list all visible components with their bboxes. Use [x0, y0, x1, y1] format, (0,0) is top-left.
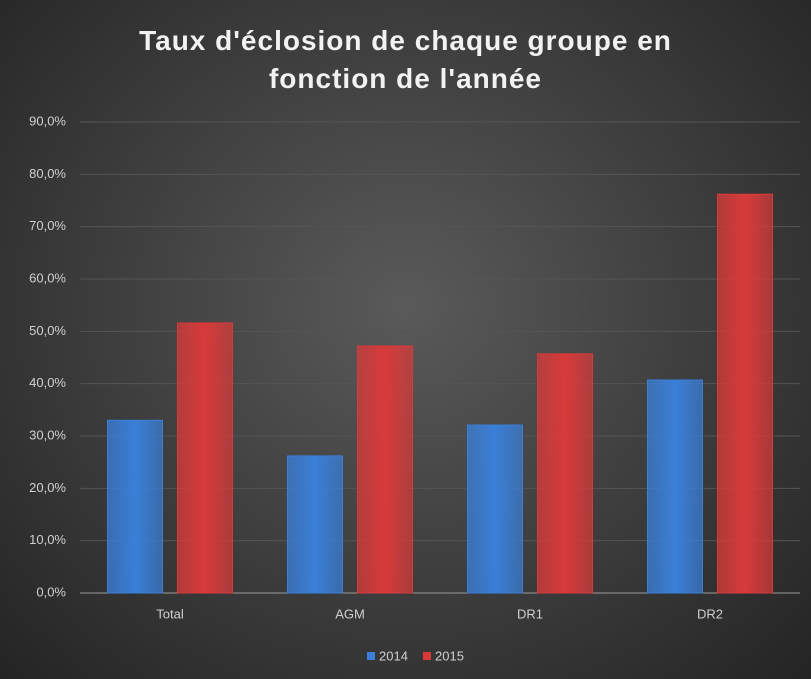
bar — [357, 345, 413, 594]
legend-swatch — [367, 652, 375, 660]
y-tick-label: 90,0% — [29, 113, 66, 128]
bar — [537, 353, 593, 594]
y-tick-label: 20,0% — [29, 480, 66, 495]
bar — [107, 419, 163, 594]
y-tick-label: 0,0% — [36, 584, 66, 599]
x-tick-label: DR1 — [517, 606, 543, 621]
y-tick-label: 70,0% — [29, 218, 66, 233]
legend-label: 2014 — [379, 648, 408, 663]
y-tick-label: 60,0% — [29, 270, 66, 285]
x-tick-label: Total — [156, 606, 184, 621]
bar — [177, 322, 233, 594]
y-tick-label: 50,0% — [29, 323, 66, 338]
bar — [467, 424, 523, 594]
y-tick-label: 80,0% — [29, 166, 66, 181]
y-tick-label: 30,0% — [29, 427, 66, 442]
x-tick-label: DR2 — [697, 606, 723, 621]
y-tick-label: 40,0% — [29, 375, 66, 390]
x-tick-label: AGM — [335, 606, 365, 621]
y-tick-label: 10,0% — [29, 532, 66, 547]
legend-label: 2015 — [435, 648, 464, 663]
bar — [287, 455, 343, 594]
legend-swatch — [423, 652, 431, 660]
bar — [647, 379, 703, 594]
chart-title: Taux d'éclosion de chaque groupe en fonc… — [139, 25, 672, 94]
bar — [717, 193, 773, 594]
